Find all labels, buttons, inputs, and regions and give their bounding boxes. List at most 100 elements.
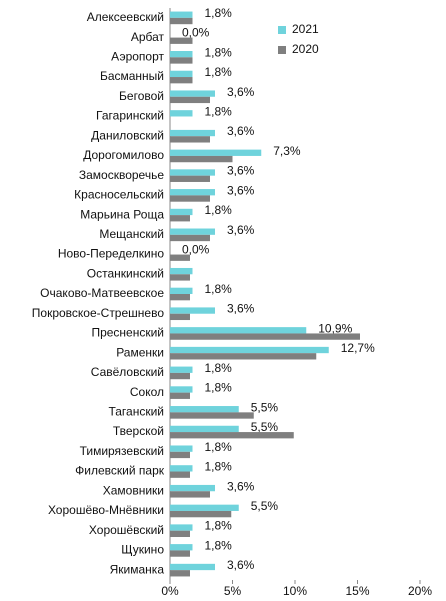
data-label: 1,8% (205, 65, 233, 79)
data-label: 5,5% (251, 400, 279, 414)
x-tick-label: 0% (161, 584, 179, 598)
bar (170, 17, 193, 25)
bar (170, 57, 193, 64)
y-tick-label: Замоскворечье (79, 168, 164, 182)
bar (170, 96, 210, 104)
bar (170, 510, 232, 518)
x-tick-label: 20% (408, 584, 432, 598)
y-tick-label: Арбат (131, 30, 165, 44)
legend-swatch (278, 26, 286, 34)
y-tick-label: Марьина Роща (80, 207, 164, 221)
data-label: 3,6% (227, 164, 255, 178)
bar (170, 333, 360, 340)
y-tick-label: Очаково-Матвеевское (40, 286, 164, 300)
bar (170, 471, 190, 478)
y-tick-label: Сокол (130, 385, 164, 399)
data-label: 5,5% (251, 499, 279, 513)
y-tick-label: Таганский (108, 405, 164, 419)
y-tick-label: Красносельский (74, 188, 164, 202)
bar (170, 504, 239, 511)
bar (170, 524, 193, 531)
bar (170, 50, 193, 58)
bar (170, 406, 239, 413)
bar (170, 425, 239, 433)
bar (170, 110, 193, 117)
bar (170, 550, 190, 557)
bar (170, 563, 215, 571)
data-label: 1,8% (205, 440, 233, 454)
data-label: 3,6% (227, 302, 255, 316)
y-tick-label: Филевский парк (75, 464, 165, 478)
data-label: 1,8% (205, 203, 233, 217)
data-label: 1,8% (205, 460, 233, 474)
bar (170, 570, 190, 577)
data-label: 3,6% (227, 124, 255, 138)
bar (170, 175, 210, 182)
x-tick-label: 15% (345, 584, 369, 598)
x-tick-label: 5% (224, 584, 242, 598)
bar (170, 346, 329, 354)
y-tick-label: Дорогомилово (83, 148, 164, 162)
bar (170, 465, 193, 472)
y-tick-label: Пресненский (91, 326, 164, 340)
y-tick-label: Савёловский (91, 365, 164, 379)
data-label: 1,8% (205, 104, 233, 118)
bar (170, 412, 254, 419)
y-tick-label: Басманный (100, 69, 164, 83)
bar (170, 37, 193, 44)
data-label: 1,8% (205, 381, 233, 395)
bar (170, 307, 215, 314)
legend-swatch (278, 46, 286, 54)
bar (170, 491, 210, 498)
y-tick-label: Раменки (116, 345, 164, 359)
y-tick-label: Покровское-Стрешнево (32, 306, 165, 320)
y-tick-label: Тверской (113, 424, 164, 438)
data-label: 1,8% (205, 538, 233, 552)
bar (170, 287, 193, 294)
y-tick-label: Гагаринский (96, 109, 164, 123)
y-tick-label: Хорошёво-Мнёвники (48, 503, 164, 517)
bar (170, 70, 193, 78)
bar (170, 11, 193, 18)
y-tick-label: Хамовники (103, 483, 164, 497)
bar (170, 189, 215, 196)
x-tick-label: 10% (283, 584, 307, 598)
bar (170, 90, 215, 97)
y-tick-label: Алексеевский (87, 10, 164, 24)
legend-label: 2020 (292, 42, 319, 56)
bar (170, 169, 215, 176)
bar (170, 294, 190, 301)
data-label: 3,6% (227, 183, 255, 197)
y-tick-label: Аэропорт (111, 49, 164, 63)
data-label: 1,8% (205, 6, 233, 20)
bar (170, 392, 190, 399)
data-label: 1,8% (205, 361, 233, 375)
bar (170, 274, 190, 281)
bar (170, 149, 262, 156)
data-label: 0,0% (182, 243, 210, 257)
bar (170, 313, 190, 321)
data-label: 1,8% (205, 519, 233, 533)
data-label: 5,5% (251, 420, 279, 434)
bar (170, 366, 193, 373)
bar (170, 544, 193, 551)
data-label: 3,6% (227, 479, 255, 493)
bar (170, 432, 294, 439)
bar (170, 451, 190, 459)
bar (170, 445, 193, 452)
y-tick-label: Останкинский (87, 266, 164, 280)
y-tick-label: Щукино (121, 543, 164, 557)
bar (170, 136, 210, 143)
bar (170, 530, 190, 538)
bar (170, 372, 190, 380)
bar (170, 195, 210, 202)
bar (170, 208, 193, 216)
bar (170, 353, 317, 360)
data-label: 10,9% (318, 321, 352, 335)
data-label: 0,0% (182, 26, 210, 40)
y-tick-label: Якиманка (110, 562, 165, 576)
y-tick-label: Мещанский (99, 227, 164, 241)
data-label: 3,6% (227, 85, 255, 99)
data-label: 12,7% (341, 341, 375, 355)
